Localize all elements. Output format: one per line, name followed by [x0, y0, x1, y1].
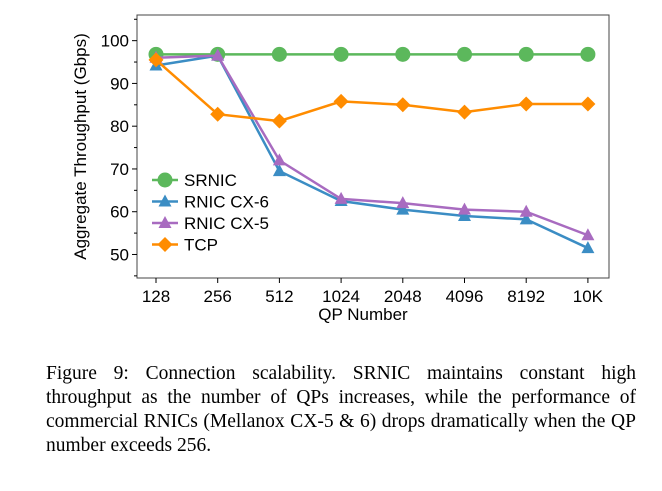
- data-point-rnic-cx-5: [272, 153, 286, 166]
- data-point-tcp: [518, 96, 534, 112]
- y-tick-label: 80: [110, 117, 129, 136]
- x-tick-label: 256: [204, 287, 232, 306]
- y-tick-label: 60: [110, 203, 129, 222]
- data-point-tcp: [271, 113, 287, 129]
- data-point-rnic-cx-6: [519, 212, 533, 225]
- data-point-tcp: [333, 93, 349, 109]
- data-point-rnic-cx-5: [581, 228, 595, 241]
- y-tick-label: 70: [110, 160, 129, 179]
- legend-label-rnic-cx-6: RNIC CX-6: [184, 193, 269, 212]
- y-tick-label: 50: [110, 245, 129, 264]
- legend-marker-tcp: [157, 237, 173, 252]
- data-point-tcp: [210, 106, 226, 122]
- data-point-rnic-cx-5: [458, 202, 471, 215]
- legend-label-rnic-cx-5: RNIC CX-5: [184, 214, 269, 233]
- x-tick-label: 8192: [507, 287, 545, 306]
- x-tick-label: 2048: [384, 287, 422, 306]
- data-point-tcp: [457, 104, 472, 120]
- data-point-rnic-cx-5: [396, 196, 410, 209]
- legend-label-tcp: TCP: [184, 236, 218, 255]
- legend-marker-rnic-cx-6: [158, 194, 172, 207]
- data-point-rnic-cx-6: [272, 164, 286, 177]
- series-line-tcp: [155, 58, 588, 123]
- data-point-rnic-cx-6: [581, 241, 595, 254]
- legend-marker-rnic-cx-5: [158, 216, 172, 228]
- data-point-rnic-cx-6: [396, 202, 410, 215]
- data-point-srnic: [271, 46, 287, 62]
- data-point-srnic: [580, 46, 596, 62]
- data-point-rnic-cx-5: [519, 204, 533, 217]
- data-point-tcp: [148, 52, 164, 68]
- data-point-rnic-cx-5: [334, 191, 348, 204]
- x-tick-label: 128: [142, 287, 170, 306]
- x-tick-label: 10K: [573, 287, 604, 306]
- data-point-tcp: [395, 97, 411, 113]
- legend-label-srnic: SRNIC: [184, 171, 237, 190]
- y-axis-label: Aggregate Throughput (Gbps): [71, 33, 90, 260]
- x-tick-label: 4096: [446, 287, 484, 306]
- data-point-srnic: [457, 46, 472, 62]
- legend-marker-srnic: [157, 172, 173, 188]
- x-tick-label: 512: [265, 287, 293, 306]
- data-point-srnic: [518, 46, 534, 62]
- figure-caption: Figure 9: Connection scalability. SRNIC …: [46, 363, 636, 456]
- y-tick-label: 90: [110, 74, 129, 93]
- data-point-srnic: [395, 46, 411, 62]
- y-tick-label: 100: [101, 32, 129, 51]
- data-point-srnic: [333, 46, 349, 62]
- data-point-rnic-cx-5: [211, 48, 225, 61]
- x-tick-label: 1024: [322, 287, 360, 306]
- throughput-chart: 50 60 70 80 90 100 128 256 512 1024 2048 4096 8192 10…: [71, 14, 610, 324]
- series-line-rnic-cx-5: [155, 54, 589, 237]
- plot-frame: [136, 14, 610, 279]
- x-axis-label: QP Number: [318, 305, 408, 324]
- data-point-rnic-cx-6: [458, 208, 471, 221]
- data-point-tcp: [580, 96, 596, 112]
